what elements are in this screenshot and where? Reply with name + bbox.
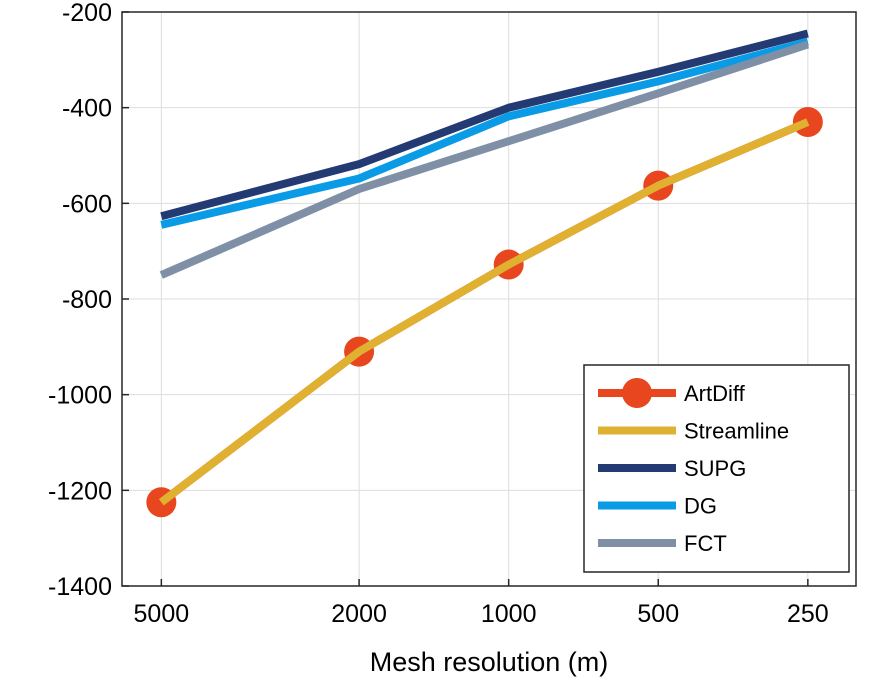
legend-label-supg: SUPG (684, 456, 746, 481)
series-line-streamline (158, 118, 810, 506)
y-tick-label: -1400 (48, 573, 112, 601)
tick-labels: -200 -400 -600 -800 -1000 -1200 -1400 5000 2000 1… (48, 0, 829, 628)
legend-label-streamline: Streamline (684, 419, 789, 444)
x-tick-label: 1000 (481, 600, 537, 628)
legend-label-fct: FCT (684, 531, 727, 556)
y-tick-label: -800 (62, 286, 112, 314)
series-line-dg (160, 37, 809, 229)
x-tick-label: 2000 (331, 600, 387, 628)
legend: ArtDiff Streamline SUPG DG FCT (583, 364, 850, 573)
series-line-fct (159, 40, 810, 279)
data-point-artdiff (792, 107, 823, 138)
legend-label-artdiff: ArtDiff (684, 381, 746, 406)
y-tick-label: -200 (62, 0, 112, 27)
x-tick-label: 5000 (134, 600, 190, 628)
series-lines (146, 29, 823, 518)
legend-marker-artdiff (622, 378, 652, 408)
legend-label-dg: DG (684, 494, 717, 519)
x-tick-label: 250 (787, 600, 829, 628)
y-tick-label: -600 (62, 190, 112, 218)
x-axis-label: Mesh resolution (m) (370, 647, 609, 677)
series-line-supg (160, 29, 809, 221)
y-tick-label: -1000 (48, 382, 112, 410)
y-tick-label: -400 (62, 95, 112, 123)
plot-frame (121, 11, 857, 587)
y-tick-label: -1200 (48, 477, 112, 505)
x-tick-label: 500 (637, 600, 679, 628)
